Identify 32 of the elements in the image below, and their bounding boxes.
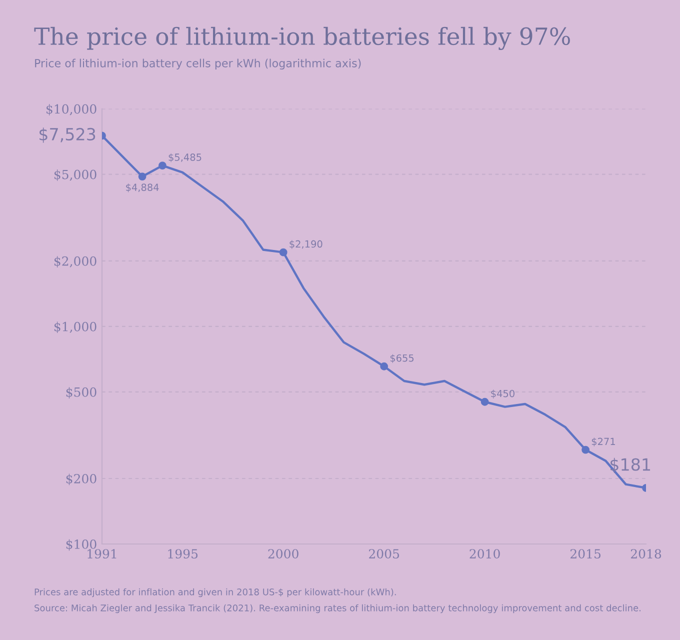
x-tick-label: 2018	[630, 549, 662, 559]
y-tick-label: $500	[66, 387, 96, 398]
x-tick-label: 2000	[268, 549, 298, 559]
annotation: $7,523	[40, 128, 96, 143]
y-tick-label: $10,000	[46, 104, 96, 116]
y-tick-label: $100	[66, 539, 96, 551]
point	[158, 162, 166, 170]
source-note: Source: Micah Ziegler and Jessika Trancik (2021). Re-examining rates of lithium-ion battery technology improvement and cost decline.	[34, 604, 640, 614]
x-tick-label: 1995	[168, 549, 198, 559]
chart-title: The price of lithium-ion batteries fell by 97%	[34, 26, 570, 50]
point	[279, 248, 288, 256]
annotation: $5,485	[168, 153, 202, 162]
annotation: $2,190	[290, 240, 322, 249]
text: Prices are adjusted for inflation and given in 2018 US-$ per kilowatt-hour (kWh).	[34, 588, 396, 598]
point	[582, 446, 590, 454]
point	[480, 398, 489, 406]
y-tick-label: $5,000	[54, 170, 96, 181]
x-tick-label: 2015	[570, 549, 600, 559]
y-tick-label: $1,000	[54, 322, 96, 333]
annotation: $181	[610, 458, 650, 474]
x-tick-label: 1991	[88, 549, 116, 559]
point	[380, 362, 388, 370]
chart-subtitle: Price of lithium-ion battery cells per kWh (logarithmic axis)	[35, 58, 361, 70]
y-tick-label: $200	[66, 474, 96, 486]
x-tick-label: 2005	[369, 549, 400, 559]
annotation: $271	[592, 438, 615, 446]
point	[138, 172, 146, 180]
annotation: $655	[390, 354, 414, 364]
annotation: $4,884	[126, 183, 159, 192]
y-tick-label: $2,000	[54, 256, 96, 268]
x-tick-label: 2010	[470, 549, 500, 559]
annotation: $450	[491, 390, 514, 398]
